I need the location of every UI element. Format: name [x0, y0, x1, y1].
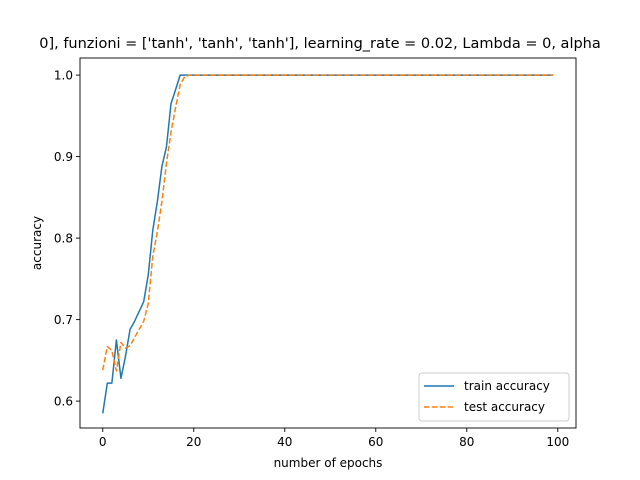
x-tick-label: 100 — [546, 435, 569, 449]
x-tick-label: 60 — [368, 435, 383, 449]
y-tick-label: 0.9 — [54, 150, 73, 164]
y-axis-label: accuracy — [30, 216, 44, 270]
x-tick-label: 0 — [99, 435, 107, 449]
series-layer — [102, 74, 554, 414]
x-tick-label: 20 — [186, 435, 201, 449]
legend: train accuracy test accuracy — [418, 372, 570, 422]
series-line-test-accuracy — [102, 74, 554, 372]
chart-title: 0], funzioni = ['tanh', 'tanh', 'tanh'],… — [39, 36, 601, 52]
y-tick-label: 1.0 — [54, 69, 73, 83]
y-tick-label: 0.6 — [54, 395, 73, 409]
legend-box — [418, 372, 570, 422]
legend-test-accuracy-label: test accuracy — [464, 400, 545, 414]
legend-train-accuracy-label: train accuracy — [464, 379, 550, 393]
plot-frame — [79, 57, 577, 429]
x-axis-label: number of epochs — [274, 456, 383, 470]
x-tick-label: 40 — [277, 435, 292, 449]
plot-area-background — [80, 58, 576, 428]
y-axis-ticks: 0.6 0.7 0.8 0.9 1.0 — [54, 69, 80, 409]
y-tick-label: 0.8 — [54, 232, 73, 246]
y-tick-label: 0.7 — [54, 313, 73, 327]
x-tick-label: 80 — [459, 435, 474, 449]
x-axis-ticks: 0 20 40 60 80 100 — [99, 428, 569, 449]
series-line-train-accuracy — [102, 74, 554, 414]
